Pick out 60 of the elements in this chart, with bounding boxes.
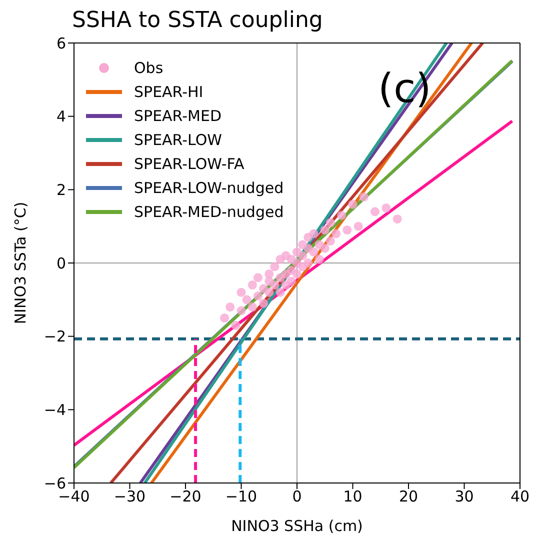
y-tick-label: 2 [56, 180, 66, 199]
point [253, 291, 262, 301]
point [332, 229, 341, 238]
point [264, 288, 274, 297]
point [253, 273, 262, 282]
point [314, 254, 324, 264]
point [236, 288, 246, 297]
point [342, 225, 352, 235]
point [320, 244, 330, 253]
point [309, 229, 318, 238]
point [292, 269, 302, 279]
y-tick-label: 0 [56, 254, 66, 272]
point [382, 203, 391, 213]
y-tick-label: 4 [56, 108, 66, 126]
legend-label: SPEAR-LOW-nudged [134, 179, 284, 197]
x-tick-label: 20 [398, 488, 418, 506]
x-tick-label: −30 [114, 488, 146, 506]
point [276, 288, 285, 297]
point [326, 236, 335, 246]
legend-label: Obs [134, 59, 164, 77]
point [270, 262, 280, 272]
legend-label: SPEAR-HI [134, 83, 204, 101]
point [220, 313, 230, 323]
x-tick-label: 30 [454, 488, 474, 506]
point [226, 302, 235, 312]
point [264, 269, 274, 279]
point [337, 210, 346, 220]
point [320, 225, 330, 235]
point [298, 251, 308, 260]
x-tick-label: 40 [510, 488, 530, 506]
x-axis-title: NINO3 SSHa (cm) [231, 517, 363, 535]
x-tick-label: −10 [225, 488, 258, 506]
point [231, 320, 240, 330]
point [309, 247, 318, 257]
point [270, 280, 280, 290]
point [359, 192, 368, 202]
chart-title: SSHA to SSTA coupling [72, 8, 324, 33]
point [304, 258, 313, 268]
legend-label: SPEAR-MED [134, 107, 222, 125]
x-tick-label: 10 [343, 488, 362, 506]
point [248, 280, 257, 290]
point [259, 298, 268, 308]
point [370, 207, 380, 216]
point [248, 302, 257, 312]
point [392, 214, 402, 224]
point [286, 276, 296, 286]
point [348, 200, 358, 209]
y-axis-title: NINO3 SSTa (°C) [11, 202, 30, 324]
y-tick-label: −4 [44, 400, 66, 419]
x-tick-label: −20 [170, 488, 202, 506]
y-tick-label: −2 [44, 328, 66, 346]
point [236, 306, 246, 316]
legend-label: SPEAR-LOW [134, 131, 222, 149]
point [326, 218, 335, 228]
y-tick-label: 6 [56, 34, 66, 52]
legend-label: SPEAR-MED-nudged [134, 203, 284, 221]
point [242, 295, 252, 304]
point [354, 222, 363, 231]
x-tick-label: 0 [292, 488, 302, 506]
legend-label: SPEAR-LOW-FA [134, 155, 244, 173]
